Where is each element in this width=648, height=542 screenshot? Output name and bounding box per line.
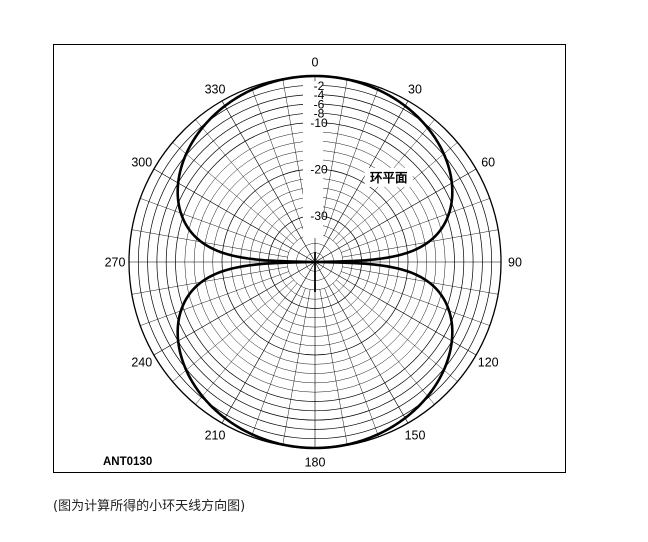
angle-gridline [314, 261, 477, 356]
angle-tick-label: 120 [478, 356, 499, 370]
angle-gridline [342, 229, 499, 258]
angle-gridline [282, 289, 311, 446]
angle-tick-label: 0 [312, 56, 319, 70]
angle-gridline [314, 168, 477, 263]
angle-gridline [195, 283, 298, 405]
angle-gridline [153, 168, 316, 263]
radial-tick-label: -2 [314, 79, 325, 93]
angle-gridline [332, 283, 435, 405]
angle-gridline [172, 279, 294, 382]
label-backdrop [303, 81, 323, 239]
angle-tick-label: 90 [508, 256, 522, 270]
angle-tick-label: 270 [105, 256, 126, 270]
angle-gridline [341, 198, 490, 253]
angle-gridline [221, 261, 316, 424]
angle-tick-label: 300 [131, 156, 152, 170]
angle-gridline [319, 78, 348, 235]
angle-tick-label: 210 [205, 429, 226, 443]
radial-tick-label: -6 [314, 97, 325, 111]
angle-tick-label: 330 [205, 82, 226, 96]
angle-gridline [324, 87, 379, 236]
angle-tick-label: 150 [405, 429, 426, 443]
angle-gridline [131, 266, 288, 295]
angle-gridline [140, 271, 289, 326]
plane-label-backdrop [364, 167, 413, 187]
chart-frame: 0 30 60 90 120 150 180 210 240 270 300 330 -2 -4 -6 -8-… [53, 44, 566, 473]
plane-label: 环平面 [370, 170, 408, 185]
angle-gridline [251, 87, 306, 236]
figure-caption: (图为计算所得的小环天线方向图) [53, 499, 246, 514]
radial-tick-label: -4 [314, 88, 325, 102]
angle-gridline [319, 289, 348, 446]
angle-tick-label: 30 [408, 82, 422, 96]
angle-gridline [314, 100, 409, 263]
angle-gridline [342, 266, 499, 295]
angle-gridline [140, 198, 289, 253]
angle-gridline [131, 229, 288, 258]
pattern-curve-figure-eight [176, 74, 454, 450]
angle-gridline [221, 100, 316, 263]
angle-gridline [251, 288, 306, 437]
angle-tick-label: 180 [305, 456, 326, 470]
radial-tick-label: -20 [310, 163, 328, 177]
angle-gridline [324, 288, 379, 437]
angle-gridline [314, 261, 409, 424]
angle-gridline [336, 142, 458, 245]
radial-tick-label: -30 [310, 209, 328, 223]
radial-tick-label: -8 [314, 107, 325, 121]
angle-gridline [195, 119, 298, 241]
angle-tick-label: 60 [481, 156, 495, 170]
radial-tick-label: -10 [310, 116, 328, 130]
angle-gridline [341, 271, 490, 326]
angle-gridline [153, 261, 316, 356]
angle-tick-label: 240 [131, 356, 152, 370]
angle-gridline [336, 279, 458, 382]
figure-code-label: ANT0130 [103, 456, 152, 468]
angle-gridline [172, 142, 294, 245]
